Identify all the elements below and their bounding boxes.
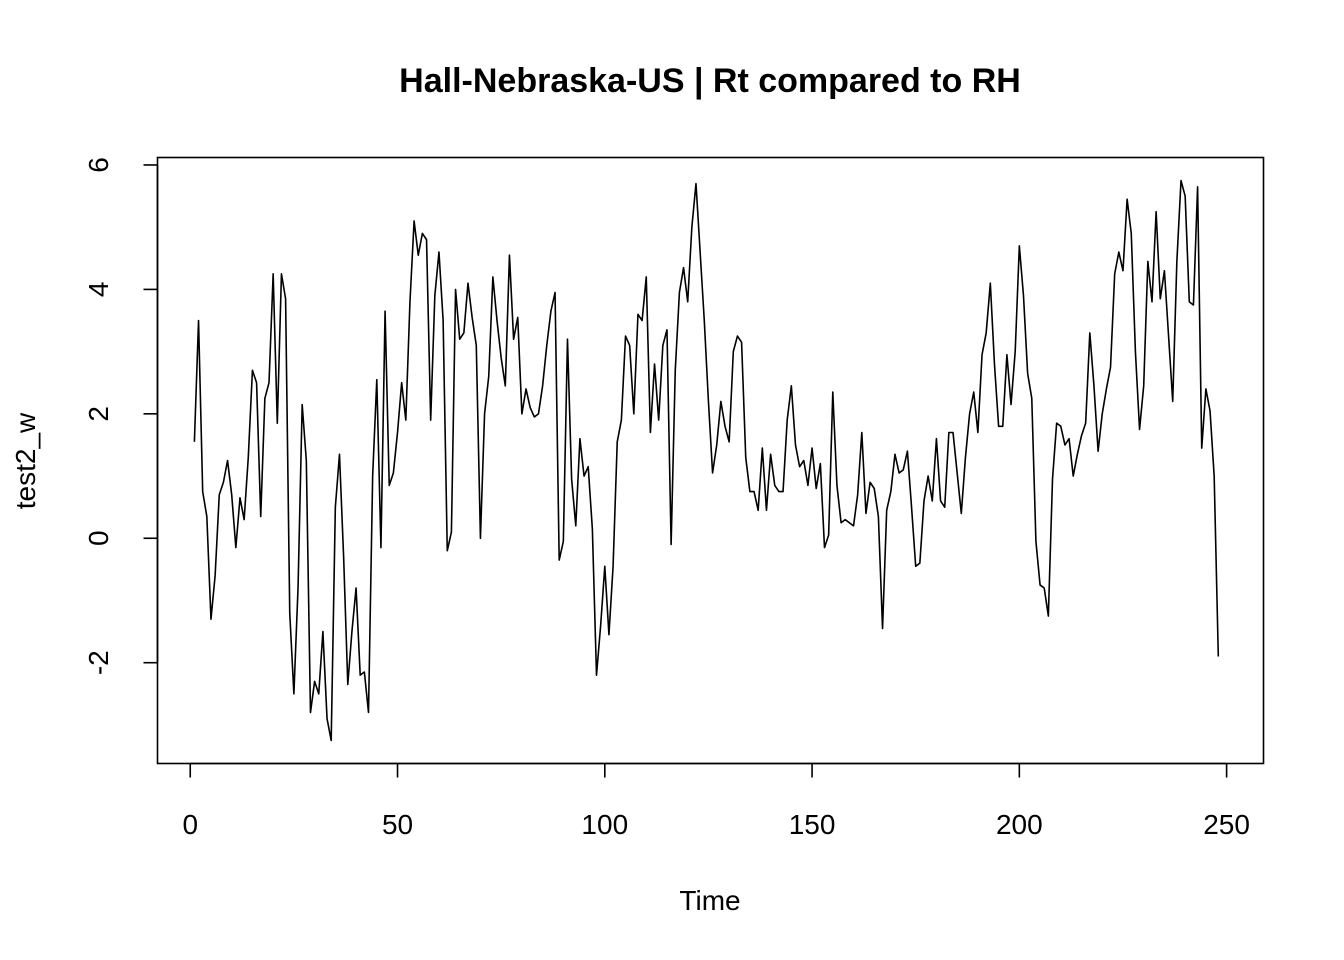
y-axis: -2 0 2 4 6 xyxy=(83,157,159,675)
y-tick-label: 4 xyxy=(83,282,114,298)
x-tick-label: 0 xyxy=(182,809,198,840)
x-tick-label: 200 xyxy=(996,809,1043,840)
x-axis-label: Time xyxy=(679,885,740,916)
x-axis: 0 50 100 150 200 250 xyxy=(182,762,1250,840)
plot-frame xyxy=(156,156,1265,765)
y-tick-label: -2 xyxy=(83,650,114,675)
x-tick-label: 50 xyxy=(382,809,413,840)
x-tick-label: 250 xyxy=(1203,809,1250,840)
x-tick-label: 100 xyxy=(581,809,628,840)
y-axis-label: test2_w xyxy=(10,412,41,509)
y-tick-label: 6 xyxy=(83,157,114,173)
x-tick-label: 150 xyxy=(789,809,836,840)
chart-title: Hall-Nebraska-US | Rt compared to RH xyxy=(399,62,1021,100)
y-tick-label: 2 xyxy=(83,406,114,422)
series-line xyxy=(193,179,1220,742)
y-tick-label: 0 xyxy=(83,530,114,546)
